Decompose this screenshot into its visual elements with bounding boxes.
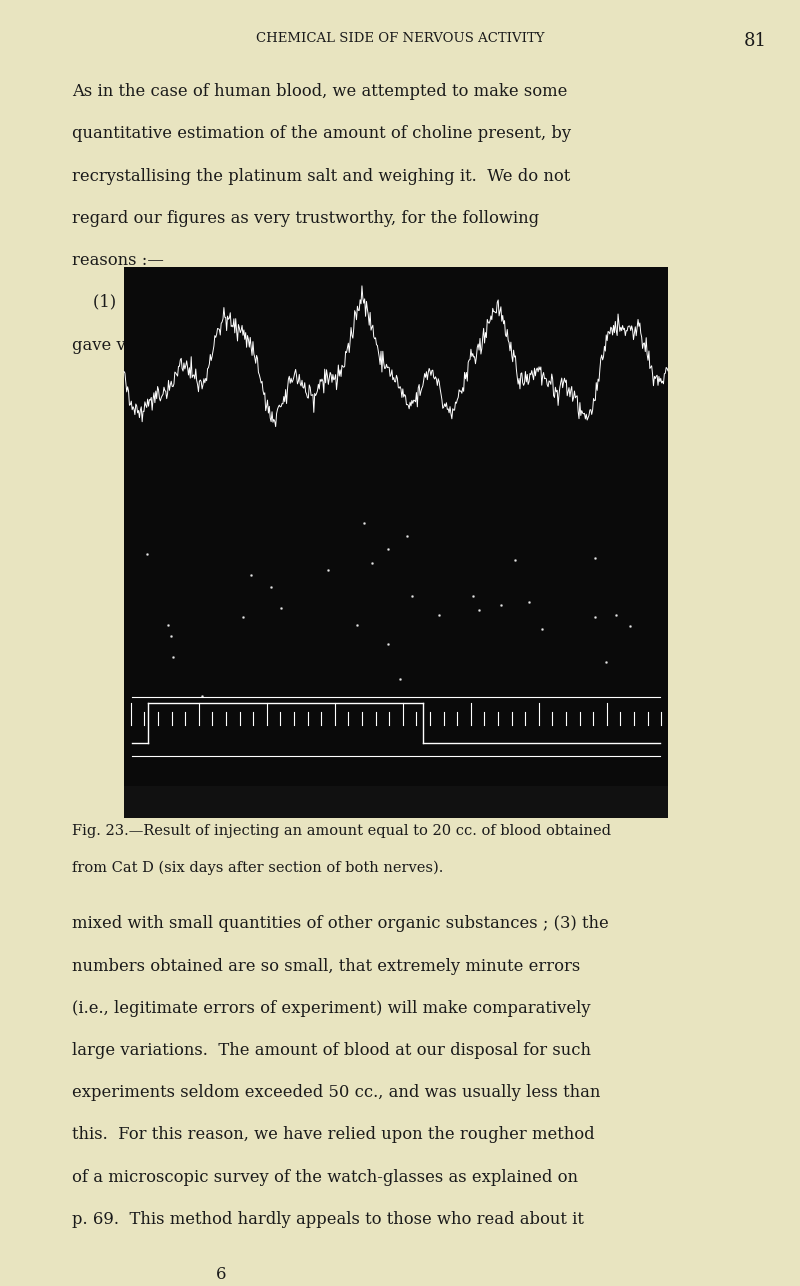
Point <box>432 606 445 626</box>
Bar <box>124 266 668 786</box>
Point <box>472 599 485 620</box>
Text: p. 69.  This method hardly appeals to those who read about it: p. 69. This method hardly appeals to tho… <box>72 1211 584 1228</box>
Point <box>141 544 154 565</box>
Text: reasons :—: reasons :— <box>72 252 164 269</box>
Text: gave very variable results ; (2) the choline in our specimens was: gave very variable results ; (2) the cho… <box>72 337 608 354</box>
Point <box>382 633 394 653</box>
Text: numbers obtained are so small, that extremely minute errors: numbers obtained are so small, that extr… <box>72 958 580 975</box>
Text: 6: 6 <box>216 1265 226 1283</box>
Point <box>599 652 612 673</box>
Point <box>467 585 480 606</box>
Point <box>165 626 178 647</box>
Text: from Cat D (six days after section of both nerves).: from Cat D (six days after section of bo… <box>72 860 443 874</box>
Point <box>162 615 174 635</box>
Point <box>394 669 406 689</box>
Point <box>274 598 287 619</box>
Point <box>382 539 395 559</box>
Text: recrystallising the platinum salt and weighing it.  We do not: recrystallising the platinum salt and we… <box>72 167 570 185</box>
Text: 81: 81 <box>744 32 767 50</box>
Point <box>350 615 363 635</box>
Text: regard our figures as very trustworthy, for the following: regard our figures as very trustworthy, … <box>72 210 539 226</box>
Point <box>196 685 209 706</box>
Point <box>508 550 521 571</box>
Point <box>358 512 370 532</box>
Bar <box>124 786 668 818</box>
Text: CHEMICAL SIDE OF NERVOUS ACTIVITY: CHEMICAL SIDE OF NERVOUS ACTIVITY <box>256 32 544 45</box>
Point <box>535 619 548 639</box>
Text: (1)  Control experiments with pure choline in organic mixtures: (1) Control experiments with pure cholin… <box>72 294 616 311</box>
Point <box>609 604 622 625</box>
Point <box>589 607 602 628</box>
Text: mixed with small quantities of other organic substances ; (3) the: mixed with small quantities of other org… <box>72 916 609 932</box>
Point <box>237 607 250 628</box>
Point <box>494 594 507 615</box>
Point <box>322 559 334 580</box>
Text: experiments seldom exceeded 50 cc., and was usually less than: experiments seldom exceeded 50 cc., and … <box>72 1084 600 1101</box>
Text: quantitative estimation of the amount of choline present, by: quantitative estimation of the amount of… <box>72 126 571 143</box>
Text: Fig. 23.—Result of injecting an amount equal to 20 cc. of blood obtained: Fig. 23.—Result of injecting an amount e… <box>72 824 611 838</box>
Point <box>589 548 602 568</box>
Point <box>523 592 536 612</box>
Point <box>401 526 414 547</box>
Point <box>406 586 418 607</box>
Point <box>264 576 277 597</box>
Text: this.  For this reason, we have relied upon the rougher method: this. For this reason, we have relied up… <box>72 1127 594 1143</box>
Text: As in the case of human blood, we attempted to make some: As in the case of human blood, we attemp… <box>72 84 567 100</box>
Point <box>167 647 180 667</box>
Point <box>365 553 378 574</box>
Text: large variations.  The amount of blood at our disposal for such: large variations. The amount of blood at… <box>72 1042 591 1058</box>
Text: (i.e., legitimate errors of experiment) will make comparatively: (i.e., legitimate errors of experiment) … <box>72 999 590 1017</box>
Text: of a microscopic survey of the watch-glasses as explained on: of a microscopic survey of the watch-gla… <box>72 1169 578 1186</box>
Point <box>623 616 636 637</box>
Point <box>245 565 258 585</box>
